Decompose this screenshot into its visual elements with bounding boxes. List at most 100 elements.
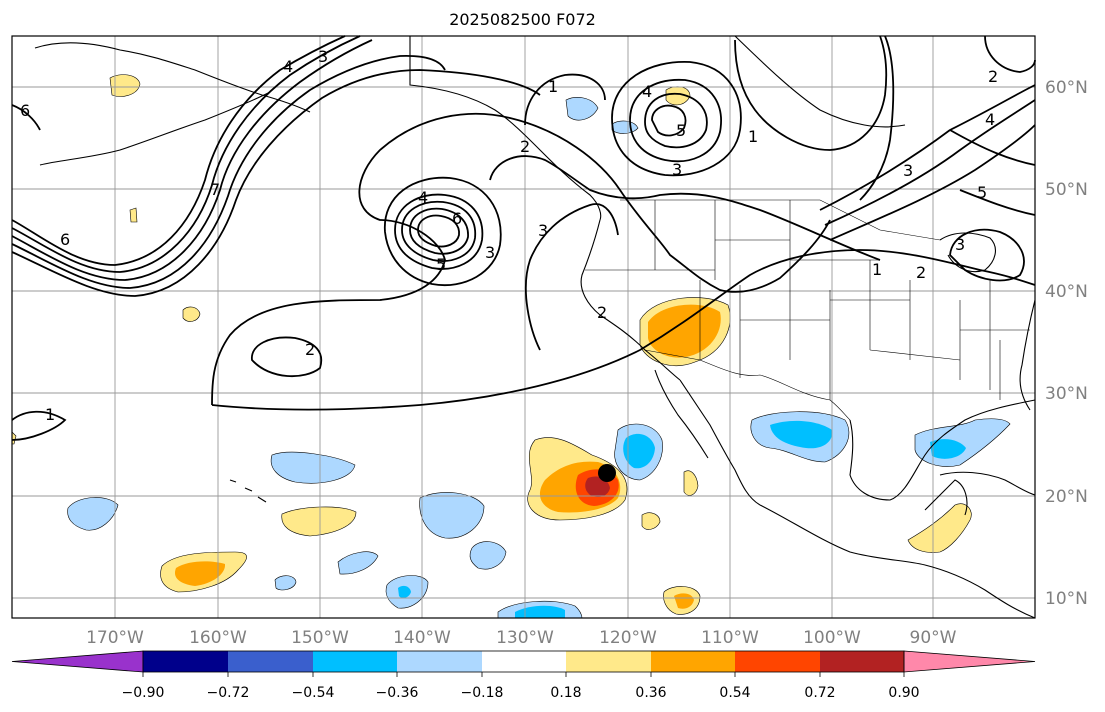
contour-label-6-b: 6	[60, 230, 70, 249]
colorbar-tick-label: 0.72	[804, 685, 835, 701]
fill-central-am-yellow	[907, 503, 972, 553]
contour-pacific-trough-4	[11, 55, 446, 289]
colorbar-bin-3	[397, 651, 482, 672]
latitude-labels: 60°N 50°N 40°N 30°N 20°N 10°N	[1045, 78, 1088, 609]
contour-pacific-low-ring-2	[401, 200, 477, 262]
contour-north-2	[859, 35, 895, 201]
contour-mid-loop	[524, 203, 619, 351]
fill-small-yellow-2	[182, 306, 201, 322]
contour-northeast-1	[819, 84, 1036, 211]
anomaly-fill-layer	[11, 74, 1011, 619]
colorbar-extend-max	[903, 650, 1036, 673]
contour-pacific-low-ring-5	[384, 176, 502, 286]
colorbar-bin-6	[651, 651, 735, 672]
fill-baja-blue-dark	[623, 433, 655, 469]
coast-gulf	[849, 399, 1036, 501]
contour-subtropical-high-main	[211, 113, 831, 406]
border-us-mexico	[644, 349, 851, 421]
coast-baja-peninsula	[654, 369, 709, 459]
contour-northeast-2	[824, 99, 1036, 226]
lon-label: 150°W	[291, 628, 349, 648]
lon-label: 110°W	[701, 628, 759, 648]
contour-lines	[11, 35, 1036, 441]
fill-storm-darkred	[585, 476, 610, 497]
contour-label-3-f: 3	[955, 235, 965, 254]
contour-northeast-4	[949, 129, 1036, 216]
coast-cuba	[939, 471, 1036, 496]
longitude-labels: 170°W 160°W 150°W 140°W 130°W 120°W 110°W 100°W…	[86, 628, 957, 648]
contour-label-2-b: 2	[520, 137, 530, 156]
coast-alaska	[34, 42, 311, 113]
colorbar-tick-label: 0.18	[550, 685, 581, 701]
contour-canada-east	[984, 35, 1036, 73]
contour-label-5-c: 5	[977, 183, 987, 202]
map-gridlines	[12, 36, 1035, 618]
fill-pac-blue-4	[469, 541, 507, 570]
contour-label-4-a: 4	[283, 57, 293, 76]
colorbar-bin-1	[228, 651, 313, 672]
map-title: 2025082500 F072	[449, 10, 596, 29]
contour-low-center-1	[251, 336, 323, 378]
contour-subtropical-high-2	[211, 249, 1036, 411]
colorbar: −0.90 −0.72 −0.54 −0.36 −0.18 0.18 0.36 0.54 0.7…	[11, 650, 1036, 701]
fill-alaska-yellow	[109, 74, 141, 97]
fill-pac-blue-2	[67, 497, 119, 531]
contour-label-2-c: 2	[597, 303, 607, 322]
colorbar-tick-label: −0.36	[376, 685, 419, 701]
contour-subtropical-1	[11, 104, 67, 441]
colorbar-tick-label: −0.72	[207, 685, 250, 701]
contour-label-1-c: 1	[748, 127, 758, 146]
contour-label-1-a: 1	[45, 405, 55, 424]
contour-north-1	[524, 35, 888, 151]
contour-pacific-trough-5	[11, 69, 541, 297]
border-us-canada	[620, 199, 941, 241]
coast-east	[1019, 299, 1036, 411]
contour-label-6-a: 6	[20, 101, 30, 120]
contour-label-5-b: 5	[676, 121, 686, 140]
lat-label: 40°N	[1045, 282, 1088, 302]
fill-bottom-blue-dark	[515, 605, 565, 618]
lon-label: 140°W	[393, 628, 451, 648]
fill-mex-orange-3	[674, 593, 694, 609]
colorbar-bin-7	[735, 651, 820, 672]
coastlines	[34, 35, 1036, 619]
lon-label: 100°W	[803, 628, 861, 648]
contour-label-1-b: 1	[548, 77, 558, 96]
contour-label-3-e: 3	[903, 161, 913, 180]
colorbar-tick-label: −0.54	[292, 685, 335, 701]
colorbar-bin-2	[313, 651, 397, 672]
contour-label-3-b: 3	[485, 243, 495, 262]
colorbar-bin-8	[820, 651, 904, 672]
contour-label-2-e: 2	[916, 263, 926, 282]
fill-se-blue-dark	[930, 439, 966, 459]
contour-eastern-ridge	[489, 155, 881, 261]
colorbar-tick-label: −0.18	[461, 685, 504, 701]
contour-label-2-d: 2	[988, 67, 998, 86]
coast-aleutians	[39, 91, 271, 166]
contour-label-5-a: 5	[436, 255, 446, 274]
colorbar-tick-label: 0.36	[635, 685, 666, 701]
contour-pacific-trough-1	[11, 35, 346, 266]
contour-label-7-a: 7	[210, 180, 220, 199]
fill-pac-orange-2	[174, 561, 226, 586]
contour-canada-low-center	[651, 104, 687, 137]
coast-yucatan	[924, 479, 968, 516]
contour-label-2-a: 2	[305, 340, 315, 359]
fill-southwest-orange	[648, 304, 721, 358]
contour-label-layer: 3 4 6 7 6 1 2 4 6 5 3 3 2 1 2 4 5 3 1 3 …	[20, 47, 998, 424]
coast-central-america	[924, 564, 1036, 619]
fill-pac-blue-7-dark	[398, 585, 411, 599]
coast-baja	[679, 379, 761, 506]
fill-mex-yellow-2	[641, 512, 661, 530]
fill-gulf-blue-dark	[770, 420, 833, 449]
contour-label-4-c: 4	[642, 82, 652, 101]
colorbar-bin-0	[143, 651, 228, 672]
fill-pac-yellow-1	[281, 506, 357, 537]
contour-canada-low-ring-2	[629, 78, 722, 163]
coast-bc-alaska-panhandle	[409, 36, 602, 221]
storm-center-marker	[598, 464, 616, 482]
lon-label: 120°W	[599, 628, 657, 648]
colorbar-extend-min	[11, 650, 144, 673]
fill-pac-blue-3	[419, 492, 485, 539]
